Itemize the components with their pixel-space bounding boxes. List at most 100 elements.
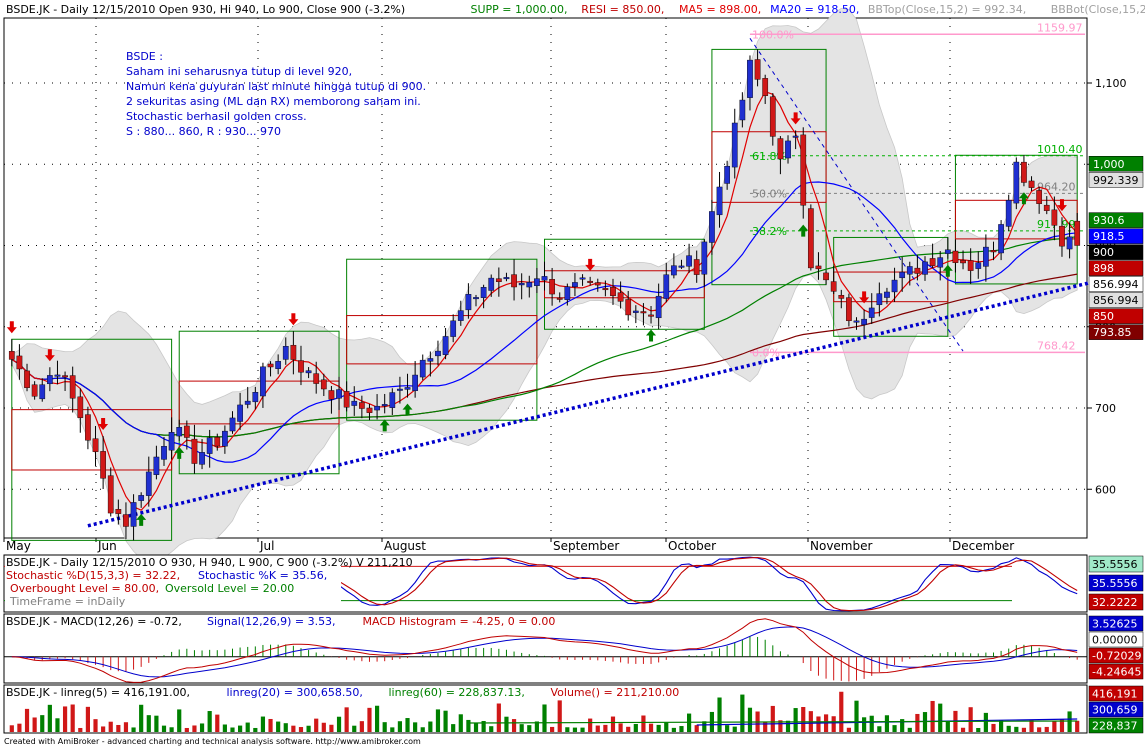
buy-arrow xyxy=(379,419,390,432)
x-month-label: September xyxy=(553,539,619,553)
macd-line xyxy=(11,618,1078,683)
candle-body xyxy=(1051,209,1058,226)
candle-body xyxy=(587,280,594,283)
candle-body xyxy=(823,272,829,281)
trendline xyxy=(87,280,1093,528)
sell-arrow xyxy=(585,258,596,271)
value-badge-text: 1,000 xyxy=(1093,158,1125,171)
candle-body xyxy=(762,78,769,96)
candle-body xyxy=(473,297,479,300)
macd-badge xyxy=(1088,631,1144,648)
candle-body xyxy=(54,374,61,377)
stoch-legend-item: Oversold Level = 20.00 xyxy=(165,582,294,595)
candle-body xyxy=(168,432,175,451)
volume-badge xyxy=(1088,685,1144,702)
candle-body xyxy=(534,278,540,286)
candle-body xyxy=(914,267,921,274)
fib-percent-label: 0.0% xyxy=(752,346,780,359)
candle-body xyxy=(747,59,753,98)
candle-body xyxy=(1043,204,1050,211)
candle-body xyxy=(69,375,76,399)
annotation-line: Saham ini seharusnya tutup di level 920, xyxy=(126,65,352,78)
price-header-legend: BSDE.JK - Daily 12/15/2010 Open 930, Hi … xyxy=(6,3,1145,16)
candle-body xyxy=(153,456,160,475)
buy-arrow xyxy=(1018,192,1029,205)
volume-badge-text: 228,837 xyxy=(1092,720,1138,733)
candle-body xyxy=(16,355,23,370)
candle-body xyxy=(351,400,358,406)
buy-arrow xyxy=(798,224,809,237)
candle-body xyxy=(161,446,167,460)
candle-body xyxy=(830,281,837,292)
value-badge-text: 930.6 xyxy=(1093,214,1125,227)
candle-body xyxy=(336,389,342,399)
candle-body xyxy=(427,358,434,362)
annotation-line: BSDE : xyxy=(126,50,163,63)
candle-body xyxy=(967,260,974,271)
candle-body xyxy=(92,438,99,452)
candle-body xyxy=(686,255,692,267)
header-legend-item: MA20 = 918.50, xyxy=(770,3,859,16)
price-badges: 1,000 992.339 930.6 918.5 900 898 856.994 856.9… xyxy=(1088,156,1144,340)
candle-body xyxy=(655,295,662,319)
sell-arrow xyxy=(44,349,55,362)
volume-badge-text: 300,659 xyxy=(1092,704,1138,717)
value-badge xyxy=(1088,172,1144,188)
candle-body xyxy=(290,344,297,360)
candle-body xyxy=(381,404,388,407)
candle-body xyxy=(594,282,601,286)
candle-body xyxy=(457,310,464,321)
price-panel: 6007008009001,0001,100MayJunJulAugustSep… xyxy=(3,3,1145,563)
macd-legend-item: Signal(12,26,9) = 3.53, xyxy=(207,615,336,628)
x-month-label: Jun xyxy=(97,539,117,553)
value-badge-text: 856.994 xyxy=(1093,278,1139,291)
candle-body xyxy=(267,363,274,368)
candle-body xyxy=(199,452,205,465)
volume-legend-item: linreg(60) = 228,837.13, xyxy=(389,686,525,699)
buy-arrow xyxy=(646,329,657,342)
candle-body xyxy=(671,265,677,276)
candle-body xyxy=(343,391,350,408)
candle-body xyxy=(1036,190,1043,204)
candle-body xyxy=(435,350,441,357)
candle-body xyxy=(952,250,959,263)
fib-value-label: 768.42 xyxy=(1037,339,1076,352)
stoch-legend-item: Overbought Level = 80.00, xyxy=(10,582,159,595)
stoch-legend-item: Stochastic %K = 35.56, xyxy=(198,569,327,582)
stoch-badge-text: 35.5556 xyxy=(1092,577,1138,590)
y-tick-label: 600 xyxy=(1095,483,1116,496)
header-legend-item: MA5 = 898.00, xyxy=(679,3,761,16)
value-badge xyxy=(1088,260,1144,276)
candle-body xyxy=(488,277,495,291)
candle-body xyxy=(838,295,845,299)
candle-body xyxy=(709,211,715,243)
candle-body xyxy=(716,186,723,216)
header-legend-item: SUPP = 1,000.00, xyxy=(471,3,568,16)
stoch-header-text: BSDE.JK - Daily 12/15/2010 O 930, H 940,… xyxy=(6,556,413,569)
value-badge xyxy=(1088,156,1144,172)
candle-body xyxy=(693,259,700,275)
x-month-label: October xyxy=(668,539,716,553)
candle-body xyxy=(899,271,906,279)
buy-arrow xyxy=(402,403,413,416)
candle-body xyxy=(176,427,183,437)
value-badge-text: 850 xyxy=(1093,310,1114,323)
macd-signal-line xyxy=(11,626,1078,678)
candle-body xyxy=(937,257,944,268)
candle-body xyxy=(511,274,517,288)
candle-body xyxy=(807,208,814,269)
fib-value-label: 1159.97 xyxy=(1037,21,1083,34)
stoch-legend-bg xyxy=(5,556,341,611)
candle-body xyxy=(1066,236,1073,250)
candle-body xyxy=(1005,200,1012,227)
resistance-box xyxy=(711,131,827,203)
candle-body xyxy=(145,471,152,496)
footer-credit: Created with AmiBroker - advanced charti… xyxy=(4,737,421,746)
candle-body xyxy=(31,384,38,397)
candle-body xyxy=(320,379,327,390)
candle-body xyxy=(62,375,68,378)
candle-body xyxy=(579,277,586,280)
candle-body xyxy=(800,134,807,206)
header-legend-item: BBTop(Close,15,2) = 992.34, xyxy=(868,3,1026,16)
